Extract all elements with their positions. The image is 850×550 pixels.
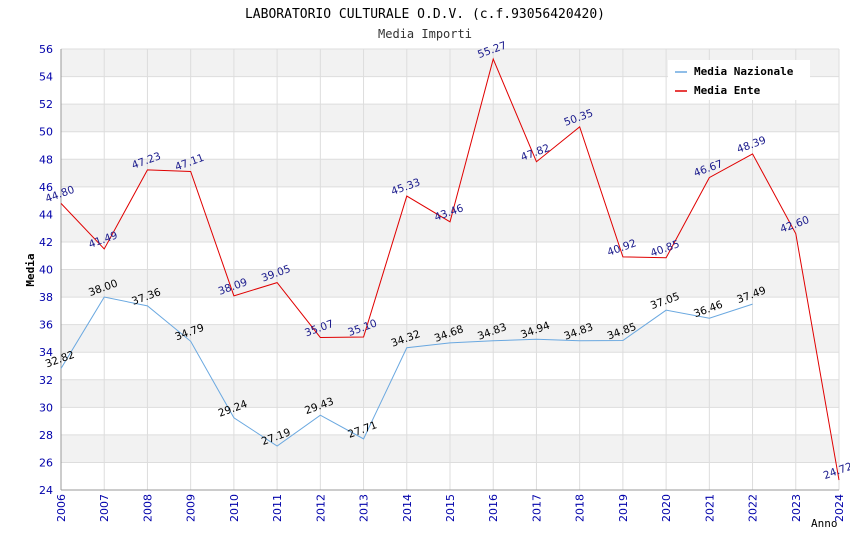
legend-label-media-ente: Media Ente xyxy=(694,84,761,97)
data-label: 36.46 xyxy=(692,299,725,321)
y-tick-label: 42 xyxy=(39,236,53,249)
y-tick-label: 46 xyxy=(39,181,53,194)
x-tick-label: 2024 xyxy=(833,494,846,522)
y-tick-label: 54 xyxy=(39,71,53,84)
series-line-media-ente xyxy=(60,57,840,481)
x-tick-label: 2020 xyxy=(660,494,673,522)
x-tick-label: 2008 xyxy=(141,494,154,522)
y-tick-labels: 24 26 28 30 32 34 36 38 40 42 44 46 48 50 52 54 56 xyxy=(39,43,53,497)
x-tick-label: 2023 xyxy=(790,494,803,522)
y-tick-label: 32 xyxy=(39,374,53,387)
x-tick-label: 2018 xyxy=(574,494,587,522)
y-tick-label: 44 xyxy=(39,208,53,221)
x-tick-label: 2013 xyxy=(358,494,371,522)
legend: Media Nazionale Media Ente xyxy=(668,60,810,100)
y-tick-label: 48 xyxy=(39,153,53,166)
series-lines xyxy=(60,57,840,481)
x-tick-labels: 2006 2007 2008 2009 2010 2011 2012 2013 2014 2015… xyxy=(55,494,846,522)
y-axis-label: Media xyxy=(24,253,37,286)
legend-box xyxy=(668,60,810,100)
y-tick-label: 52 xyxy=(39,98,53,111)
x-tick-label: 2012 xyxy=(314,494,327,522)
y-tick-label: 50 xyxy=(39,126,53,139)
x-tick-label: 2007 xyxy=(98,494,111,522)
y-tick-label: 24 xyxy=(39,484,53,497)
x-tick-label: 2006 xyxy=(55,494,68,522)
x-axis-label: Anno xyxy=(811,517,838,530)
y-tick-label: 30 xyxy=(39,401,53,414)
axes xyxy=(60,49,839,491)
data-label: 48.39 xyxy=(735,134,767,156)
y-tick-label: 36 xyxy=(39,319,53,332)
y-tick-label: 38 xyxy=(39,291,53,304)
y-tick-label: 26 xyxy=(39,456,53,469)
x-tick-label: 2019 xyxy=(617,494,630,522)
legend-label-media-nazionale: Media Nazionale xyxy=(694,65,794,78)
x-tick-label: 2011 xyxy=(271,494,284,522)
x-tick-label: 2022 xyxy=(747,494,760,522)
y-tick-label: 40 xyxy=(39,264,53,277)
x-tick-label: 2021 xyxy=(703,494,716,522)
chart-title: LABORATORIO CULTURALE O.D.V. (c.f.930564… xyxy=(245,7,605,22)
y-tick-label: 28 xyxy=(39,429,53,442)
x-tick-label: 2015 xyxy=(444,494,457,522)
x-tick-label: 2009 xyxy=(185,494,198,522)
series-line-media-nazionale xyxy=(60,296,753,447)
x-tick-label: 2016 xyxy=(487,494,500,522)
y-tick-label: 56 xyxy=(39,43,53,56)
y-tick-label: 34 xyxy=(39,346,53,359)
x-tick-label: 2017 xyxy=(530,494,543,522)
x-tick-label: 2014 xyxy=(401,494,414,522)
x-tick-label: 2010 xyxy=(228,494,241,522)
chart-subtitle: Media Importi xyxy=(378,27,472,41)
